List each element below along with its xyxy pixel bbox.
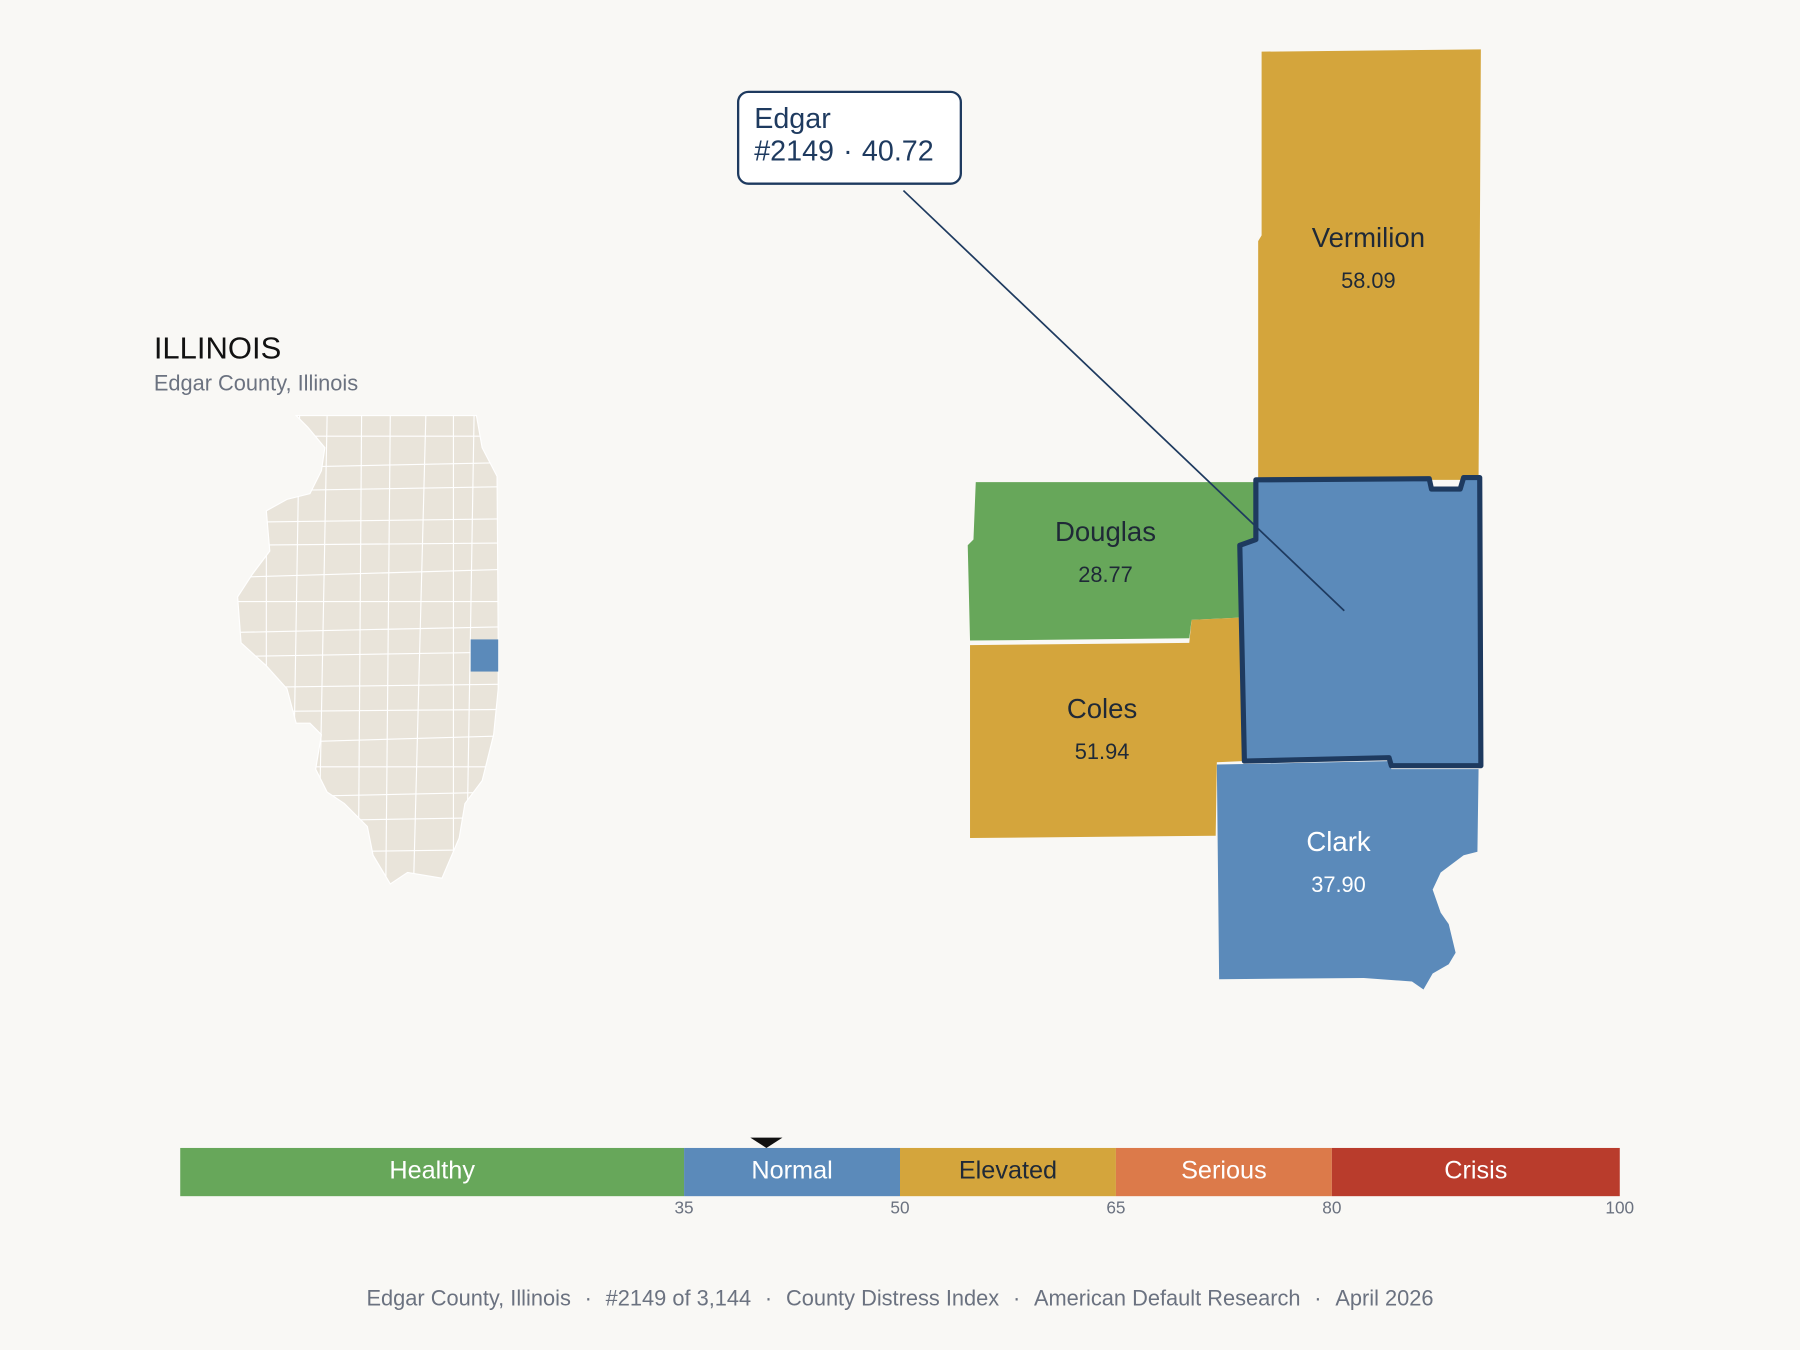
scale-tick-label: 80 <box>1322 1197 1341 1217</box>
minimap-highlight <box>470 639 499 672</box>
county <box>970 617 1243 839</box>
callout-value: 40.72 <box>862 135 934 167</box>
county <box>1258 49 1481 480</box>
callout-rank: #2149 <box>754 135 834 167</box>
scale-band <box>1331 1147 1620 1197</box>
callout-leader <box>902 189 1345 612</box>
scale-band-label: Elevated <box>959 1157 1057 1185</box>
county-border <box>237 848 499 854</box>
county-border <box>237 542 499 546</box>
footer-item: April 2026 <box>1335 1285 1433 1310</box>
county-value: 37.90 <box>1311 872 1366 897</box>
county-border <box>237 568 499 578</box>
footer-separator: · <box>585 1285 592 1310</box>
scale-band <box>684 1147 900 1197</box>
footer-separator: · <box>765 1285 772 1310</box>
scale-band <box>1115 1147 1332 1197</box>
scale-band <box>180 1147 685 1197</box>
county-map: Vermilion 58.09 Douglas 28.77 Coles 51.94 Clar… <box>967 49 1484 990</box>
county-border <box>237 518 499 523</box>
scale-band <box>900 1147 1116 1197</box>
scale-band-label: Healthy <box>389 1157 475 1185</box>
county-border <box>237 651 499 658</box>
scale-tick-label: 65 <box>1106 1197 1125 1217</box>
state-outline <box>237 414 499 885</box>
county-border <box>412 415 427 884</box>
state-subtitle: Edgar County, Illinois <box>154 370 358 395</box>
scale-band-label: Crisis <box>1444 1157 1507 1185</box>
footer-separator: · <box>1314 1285 1321 1310</box>
county-name: Douglas <box>1055 516 1156 547</box>
scale-tick-label: 50 <box>890 1197 909 1217</box>
county-value: 28.77 <box>1078 562 1133 587</box>
footer-item: Edgar County, Illinois <box>367 1285 571 1310</box>
county <box>967 482 1256 641</box>
footer-separator: · <box>1013 1285 1020 1310</box>
county-name: Vermilion <box>1312 222 1425 253</box>
county-border <box>237 626 499 634</box>
state-title: ILLINOIS <box>154 330 281 365</box>
state-minimap <box>237 414 499 885</box>
callout-name: Edgar <box>754 103 831 135</box>
footer: Edgar County, Illinois · #2149 of 3,144 · Co… <box>367 1285 1434 1310</box>
callout-detail: #2149 · 40.72 <box>754 135 934 167</box>
scale-tick-label: 35 <box>674 1197 693 1217</box>
selected-county[interactable] <box>1237 474 1484 769</box>
county <box>1216 761 1479 990</box>
footer-item: County Distress Index <box>786 1285 999 1310</box>
callout-separator: · <box>843 135 853 167</box>
scale-band-label: Serious <box>1181 1157 1267 1185</box>
distress-scale: Healthy Normal Elevated Serious Crisis 35 50 65… <box>180 1137 1634 1217</box>
scale-tick-label: 100 <box>1605 1197 1634 1217</box>
county-value: 51.94 <box>1075 739 1130 764</box>
county-name: Clark <box>1306 826 1371 857</box>
footer-item: #2149 of 3,144 <box>606 1285 751 1310</box>
callout-box <box>736 90 962 185</box>
scale-marker <box>750 1137 783 1148</box>
scale-band-label: Normal <box>751 1157 832 1185</box>
footer-item: American Default Research <box>1034 1285 1301 1310</box>
county-value: 58.09 <box>1341 268 1396 293</box>
county-name: Coles <box>1067 693 1137 724</box>
